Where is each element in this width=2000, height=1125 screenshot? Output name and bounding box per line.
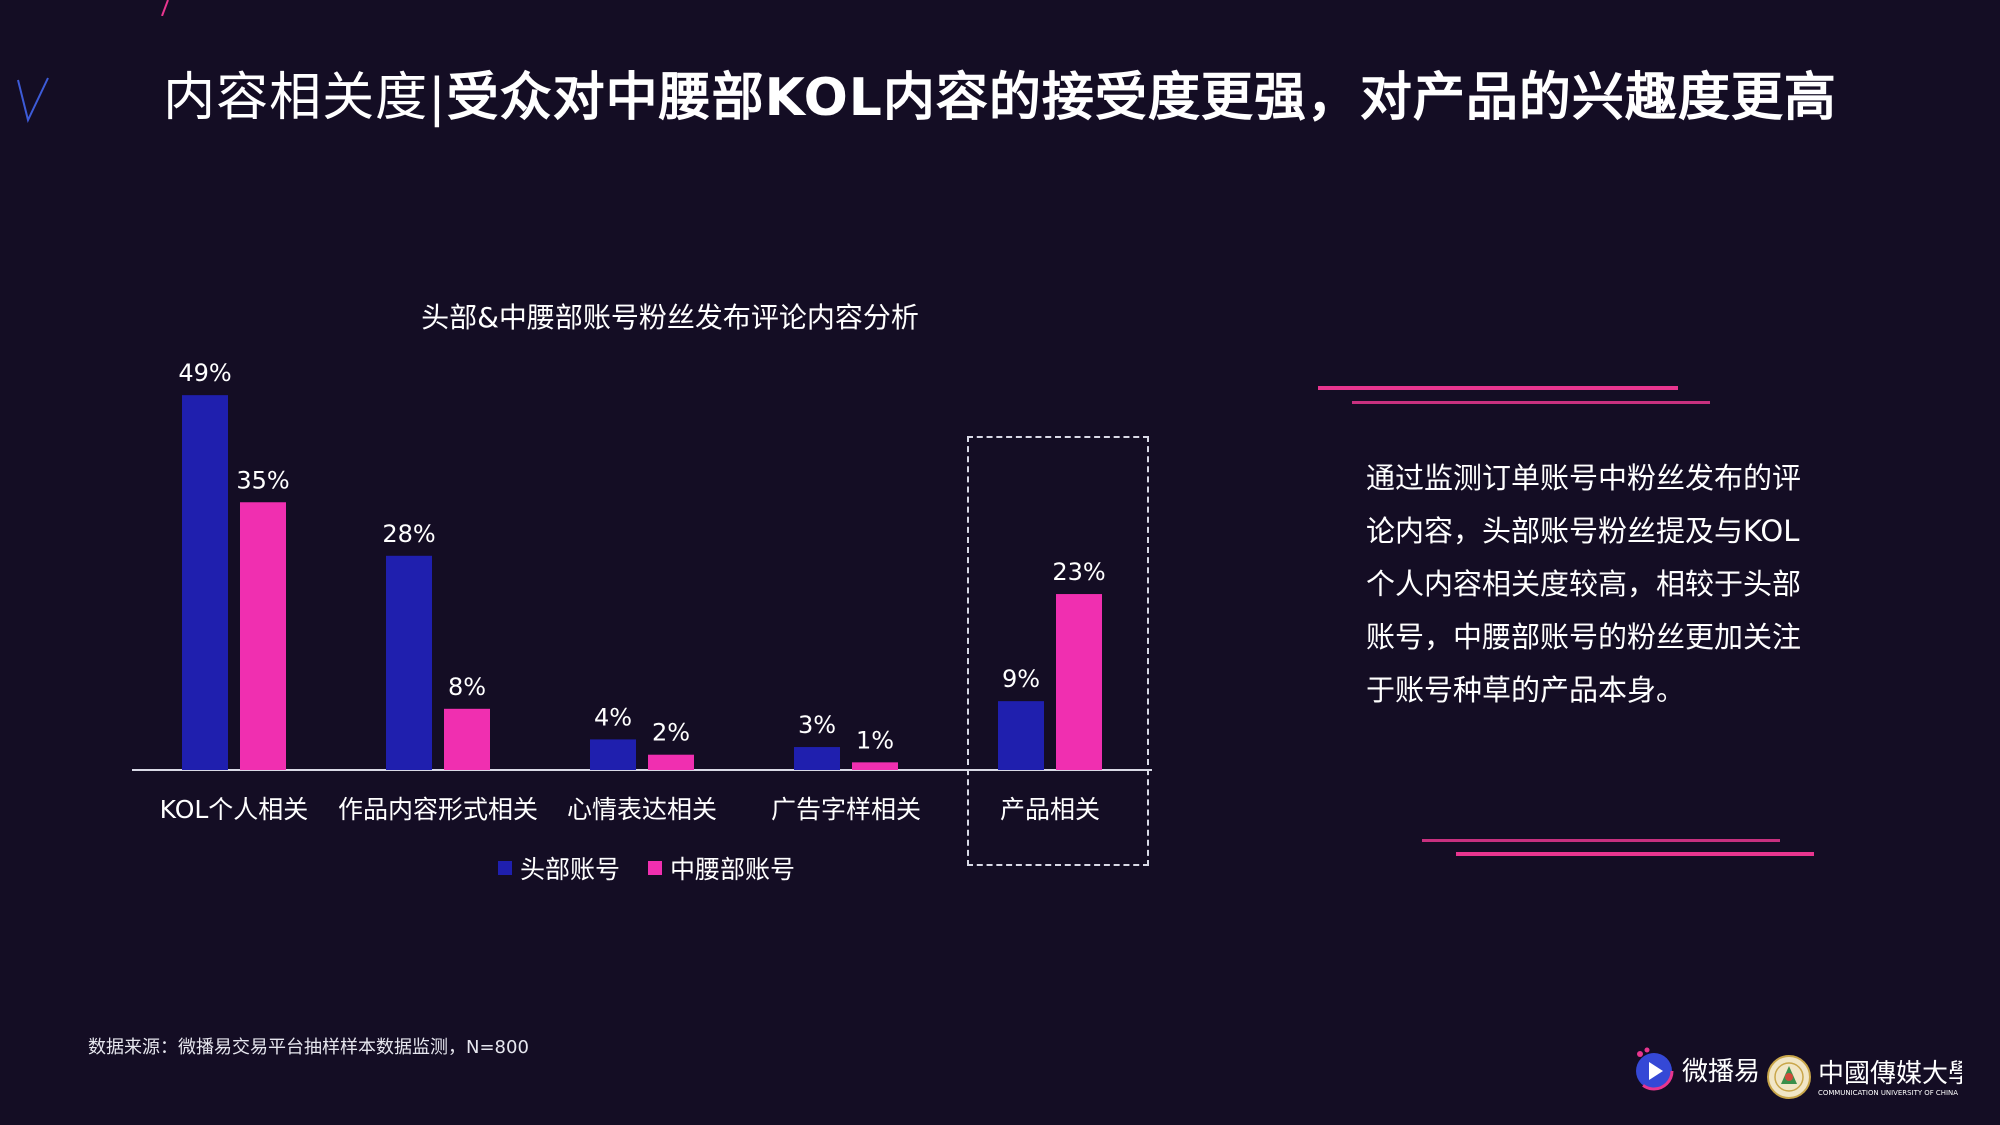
legend-label-mid: 中腰部账号 [670, 855, 796, 884]
data-label-mid-1: 8% [448, 673, 486, 701]
data-label-mid-2: 2% [652, 719, 690, 747]
data-label-head-0: 49% [178, 359, 231, 387]
data-source-note: 数据来源：微播易交易平台抽样样本数据监测，N=800 [88, 1037, 529, 1058]
category-label-1: 作品内容形式相关 [338, 795, 538, 824]
university-name: 中國傳媒大學 [1818, 1059, 1962, 1089]
weiboyi-logo-text: 微播易 [1682, 1056, 1761, 1087]
bar-mid-3 [852, 762, 898, 770]
data-label-mid-3: 1% [856, 726, 894, 754]
play-icon [1634, 1047, 1674, 1091]
category-label-3: 广告字样相关 [771, 795, 921, 824]
weiboyi-logo: 微播易 [1630, 1046, 1760, 1092]
decorative-line-top-2 [1352, 401, 1710, 404]
bar-head-3 [794, 747, 840, 770]
bar-head-2 [590, 739, 636, 770]
university-emblem-icon [1767, 1055, 1811, 1099]
page-title-headline: 受众对中腰部KOL内容的接受度更强，对产品的兴趣度更高 [446, 68, 1837, 128]
legend-label-head: 头部账号 [520, 855, 621, 884]
bar-mid-0 [240, 502, 286, 770]
chart-legend: 头部账号 中腰部账号 [498, 850, 823, 886]
legend-item-head: 头部账号 [498, 850, 620, 886]
legend-swatch-head [498, 861, 512, 875]
decorative-line-bottom-2 [1456, 852, 1814, 856]
bar-head-0 [182, 395, 228, 770]
legend-item-mid: 中腰部账号 [648, 850, 795, 886]
bar-head-4 [998, 701, 1044, 770]
data-label-head-4: 9% [1002, 665, 1040, 693]
data-label-mid-4: 23% [1052, 558, 1105, 586]
bar-mid-1 [444, 708, 490, 770]
university-name-en: COMMUNICATION UNIVERSITY OF CHINA [1818, 1089, 1958, 1097]
bar-mid-4 [1056, 594, 1102, 770]
category-label-4: 产品相关 [1000, 795, 1100, 824]
chart-title: 头部&中腰部账号粉丝发布评论内容分析 [421, 301, 919, 334]
bar-mid-2 [648, 754, 694, 770]
data-label-head-2: 4% [594, 703, 632, 731]
legend-swatch-mid [648, 861, 663, 875]
bar-head-1 [386, 555, 432, 770]
decorative-line-bottom-1 [1422, 839, 1780, 842]
bar-chart: 49% 35% KOL个人相关 28% 8% 作品内容形式相关 4% 2% 心情表达相关 3% 1%… [132, 359, 1152, 824]
page-title-topic: 内容相关度| [163, 68, 447, 128]
university-logotype: 中國傳媒大學 COMMUNICATION UNIVERSITY OF CHINA [1818, 1059, 1962, 1097]
page-title: 内容相关度|受众对中腰部KOL内容的接受度更强，对产品的兴趣度更高 [0, 62, 2000, 134]
summary-text: 通过监测订单账号中粉丝发布的评论内容，头部账号粉丝提及与KOL个人内容相关度较高… [1366, 461, 1802, 707]
data-label-head-3: 3% [798, 711, 836, 739]
data-label-mid-0: 35% [236, 466, 289, 494]
data-label-head-1: 28% [382, 520, 435, 548]
decorative-tick-mark [161, 0, 169, 16]
highlight-box-product [967, 436, 1149, 866]
category-label-0: KOL个人相关 [160, 795, 309, 824]
decorative-v-mark [17, 77, 49, 123]
decorative-line-top-1 [1318, 386, 1678, 390]
category-label-2: 心情表达相关 [567, 795, 717, 824]
